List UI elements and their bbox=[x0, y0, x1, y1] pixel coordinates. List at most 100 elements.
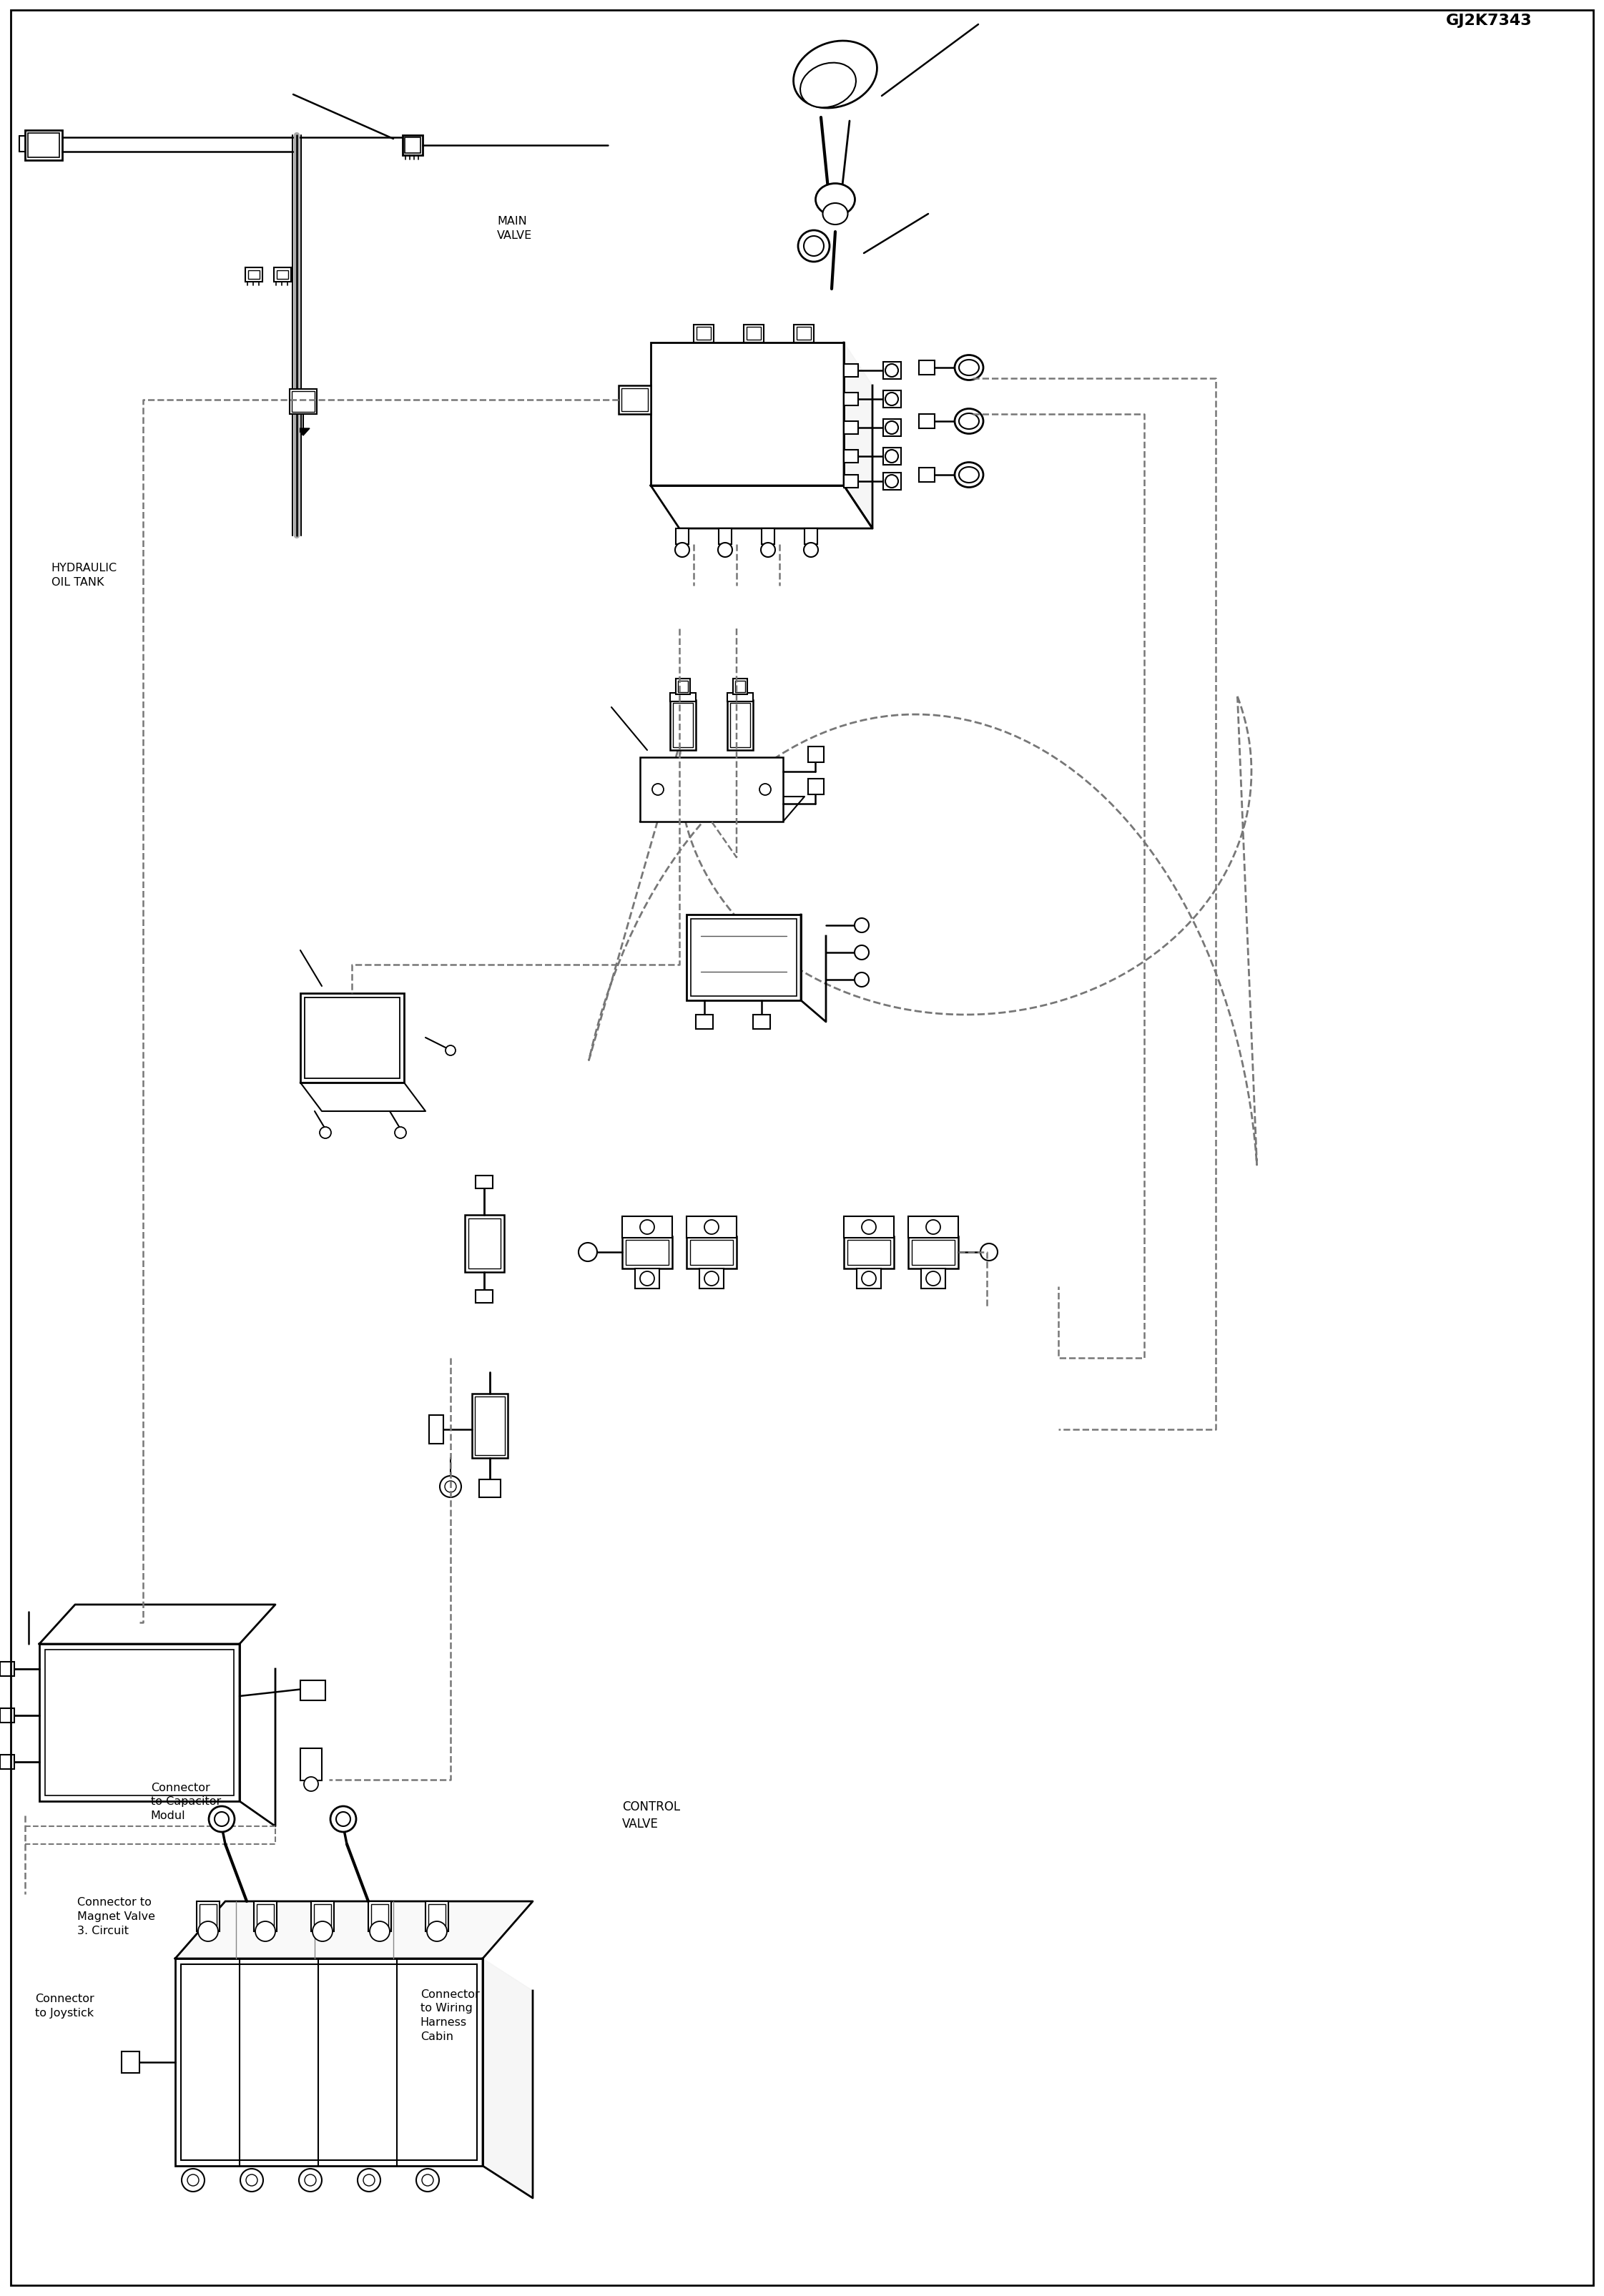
Text: Connector
to Capacitor-
Modul: Connector to Capacitor- Modul bbox=[151, 1782, 225, 1821]
Circle shape bbox=[395, 1127, 406, 1139]
Bar bbox=[884, 473, 901, 491]
Bar bbox=[884, 420, 901, 436]
Bar bbox=[884, 363, 901, 379]
Bar bbox=[730, 703, 751, 748]
Bar bbox=[727, 693, 752, 703]
Bar bbox=[670, 700, 696, 751]
Text: MAIN
VALVE: MAIN VALVE bbox=[497, 216, 533, 241]
Bar bbox=[919, 360, 935, 374]
Bar bbox=[844, 365, 858, 377]
Bar bbox=[805, 528, 818, 544]
Bar bbox=[475, 1290, 492, 1304]
Bar bbox=[475, 1396, 505, 1456]
Circle shape bbox=[215, 1812, 229, 1825]
Circle shape bbox=[926, 1272, 940, 1286]
Bar bbox=[621, 388, 648, 411]
Circle shape bbox=[298, 2170, 322, 2193]
Text: GJ2K7343: GJ2K7343 bbox=[1445, 14, 1532, 28]
Bar bbox=[122, 2053, 140, 2073]
Bar bbox=[651, 342, 844, 487]
Bar bbox=[480, 1479, 500, 1497]
Circle shape bbox=[313, 1922, 332, 1942]
Circle shape bbox=[640, 1272, 654, 1286]
Bar bbox=[626, 1240, 669, 1265]
Bar bbox=[919, 468, 935, 482]
Bar bbox=[622, 1217, 672, 1238]
Bar bbox=[808, 746, 824, 762]
Circle shape bbox=[330, 1807, 356, 1832]
Circle shape bbox=[444, 1481, 456, 1492]
Text: Connector to
Magnet Valve
3. Circuit: Connector to Magnet Valve 3. Circuit bbox=[77, 1896, 156, 1936]
Bar bbox=[794, 326, 813, 342]
Circle shape bbox=[759, 785, 772, 797]
Circle shape bbox=[640, 1219, 654, 1235]
Bar bbox=[40, 1644, 239, 1802]
Ellipse shape bbox=[959, 360, 978, 377]
Bar bbox=[687, 1238, 736, 1270]
Bar bbox=[0, 1662, 14, 1676]
Circle shape bbox=[885, 365, 898, 377]
Circle shape bbox=[855, 974, 869, 987]
Bar bbox=[371, 1903, 388, 1929]
Bar bbox=[844, 393, 858, 406]
Bar bbox=[699, 1270, 723, 1288]
Circle shape bbox=[245, 2174, 257, 2186]
Bar bbox=[472, 1394, 508, 1458]
Circle shape bbox=[181, 2170, 205, 2193]
Bar bbox=[249, 271, 260, 280]
Circle shape bbox=[980, 1244, 998, 1261]
Circle shape bbox=[369, 1922, 390, 1942]
Bar bbox=[670, 693, 696, 703]
Circle shape bbox=[305, 2174, 316, 2186]
Ellipse shape bbox=[954, 356, 983, 381]
Bar bbox=[675, 680, 690, 696]
Bar bbox=[844, 1238, 893, 1270]
Text: HYDRAULIC
OIL TANK: HYDRAULIC OIL TANK bbox=[51, 563, 117, 588]
Bar bbox=[808, 778, 824, 794]
Circle shape bbox=[197, 1922, 218, 1942]
Bar bbox=[919, 416, 935, 429]
Bar bbox=[300, 994, 404, 1084]
Bar bbox=[727, 700, 752, 751]
Circle shape bbox=[799, 232, 829, 262]
Circle shape bbox=[804, 236, 824, 257]
Bar bbox=[292, 393, 314, 413]
Circle shape bbox=[861, 1272, 876, 1286]
Ellipse shape bbox=[954, 464, 983, 487]
Polygon shape bbox=[844, 342, 873, 528]
Ellipse shape bbox=[959, 468, 978, 482]
Bar bbox=[622, 1238, 672, 1270]
Bar bbox=[847, 1240, 890, 1265]
Circle shape bbox=[579, 1242, 597, 1263]
Circle shape bbox=[885, 450, 898, 464]
Circle shape bbox=[855, 946, 869, 960]
Circle shape bbox=[209, 1807, 234, 1832]
Circle shape bbox=[704, 1272, 719, 1286]
Circle shape bbox=[415, 2170, 439, 2193]
Circle shape bbox=[188, 2174, 199, 2186]
Bar bbox=[290, 390, 318, 416]
Bar bbox=[468, 1219, 500, 1270]
Bar bbox=[0, 1708, 14, 1722]
Bar bbox=[199, 1903, 217, 1929]
Ellipse shape bbox=[800, 64, 857, 108]
Bar bbox=[744, 326, 764, 342]
Text: Connector
to Joystick: Connector to Joystick bbox=[35, 1993, 95, 2018]
Bar bbox=[762, 528, 775, 544]
Bar bbox=[719, 528, 731, 544]
Circle shape bbox=[885, 393, 898, 406]
Ellipse shape bbox=[954, 409, 983, 434]
Circle shape bbox=[675, 544, 690, 558]
Circle shape bbox=[337, 1812, 350, 1825]
Circle shape bbox=[241, 2170, 263, 2193]
Circle shape bbox=[861, 1219, 876, 1235]
Bar bbox=[369, 1901, 391, 1931]
Bar bbox=[696, 1015, 712, 1029]
Circle shape bbox=[719, 544, 733, 558]
Bar bbox=[884, 448, 901, 466]
Bar bbox=[257, 1903, 274, 1929]
Bar bbox=[465, 1215, 504, 1272]
Circle shape bbox=[427, 1922, 448, 1942]
Bar bbox=[674, 703, 693, 748]
Bar bbox=[428, 1414, 443, 1444]
